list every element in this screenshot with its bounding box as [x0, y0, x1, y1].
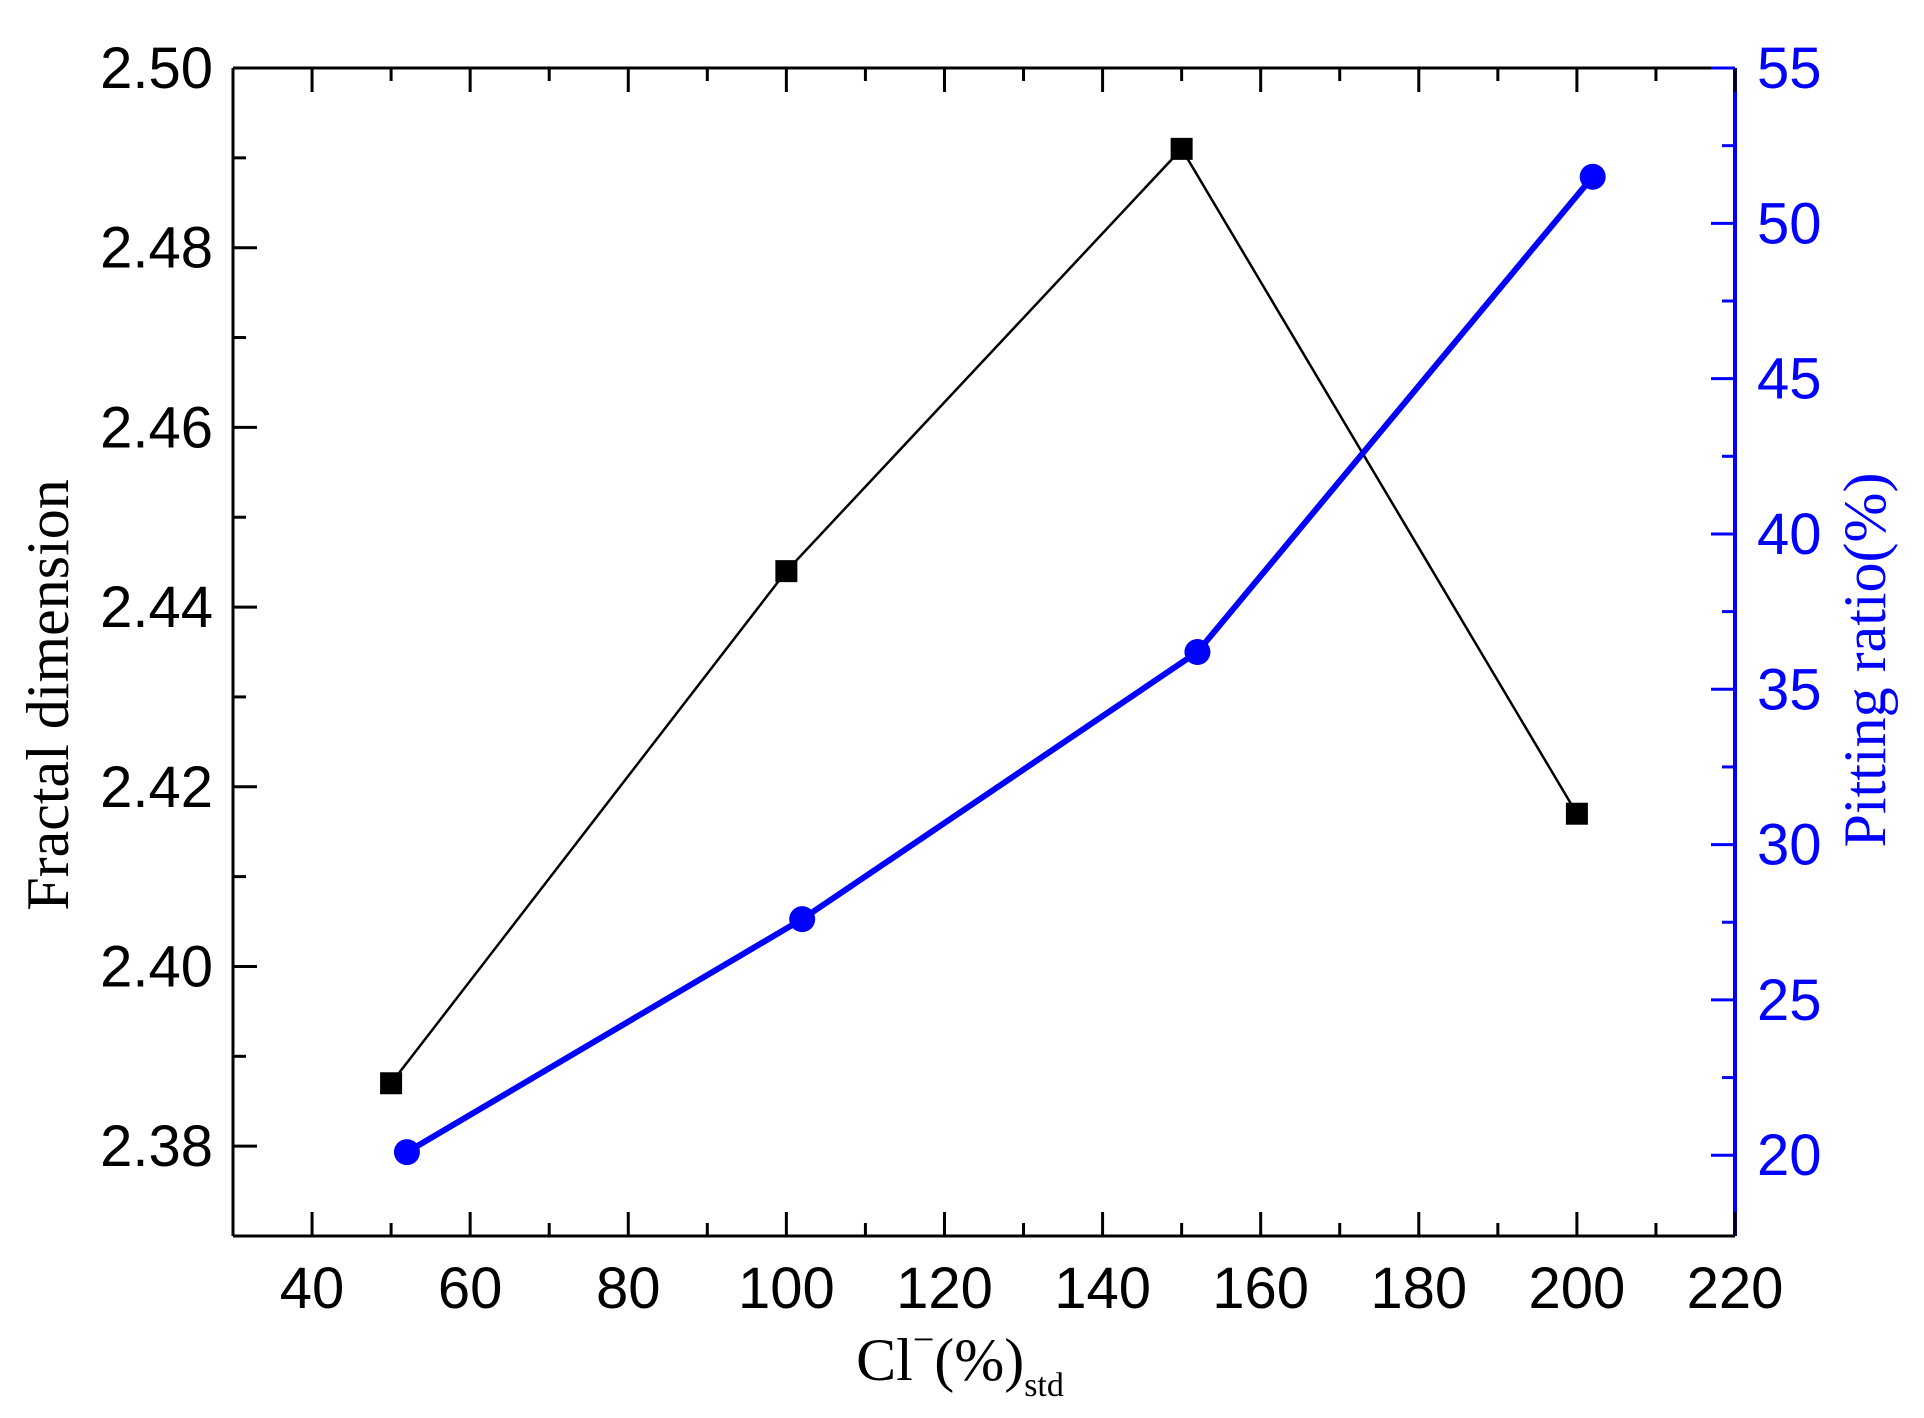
- y-axis-left: 2.38 2.40 2.42 2.44 2.46 2.48 2.50: [100, 36, 257, 1179]
- x-tick-label: 180: [1370, 1256, 1467, 1321]
- plot-area: [231, 66, 1737, 1238]
- series-point-square: [380, 1072, 403, 1095]
- y-right-tick-label: 20: [1757, 1123, 1822, 1188]
- y-left-tick-label: 2.40: [100, 934, 213, 999]
- y-left-tick-label: 2.38: [100, 1114, 213, 1179]
- series-point-circle: [1184, 639, 1211, 665]
- series-point-square: [775, 560, 798, 583]
- x-axis-title-rest: (%): [934, 1327, 1024, 1393]
- series-line-2: [405, 174, 1596, 1155]
- y-left-tick-label: 2.50: [100, 36, 213, 101]
- y-right-tick-label: 30: [1757, 813, 1822, 878]
- series-point-square: [1565, 802, 1588, 825]
- x-axis-title: Cl−(%)std: [856, 1319, 1064, 1404]
- y-right-tick-label: 35: [1757, 657, 1822, 722]
- x-tick-label: 40: [280, 1256, 345, 1321]
- y-left-tick-label: 2.46: [100, 395, 213, 460]
- x-axis-title-sup: −: [913, 1319, 934, 1361]
- y-right-tick-label: 45: [1757, 347, 1822, 412]
- series-layer: [380, 137, 1606, 1166]
- x-axis-title-sub: std: [1024, 1367, 1064, 1404]
- y-right-tick-label: 50: [1757, 191, 1822, 256]
- series-point-square: [1170, 137, 1193, 160]
- y-left-tick-label: 2.42: [100, 755, 213, 820]
- x-tick-label: 160: [1212, 1256, 1309, 1321]
- series-line-1: [390, 146, 1578, 1085]
- y-axis-left-title: Fractal dimension: [15, 479, 81, 911]
- x-tick-label: 60: [438, 1256, 503, 1321]
- y-axis-right-title: Pitting ratio(%): [1832, 473, 1898, 848]
- y-left-tick-label: 2.48: [100, 216, 213, 281]
- x-tick-label: 100: [738, 1256, 835, 1321]
- y-right-tick-label: 25: [1757, 968, 1822, 1033]
- series-point-circle: [1579, 163, 1606, 190]
- x-axis-title-main: Cl: [856, 1327, 913, 1393]
- x-tick-label: 220: [1687, 1256, 1784, 1321]
- x-axis: 40 60 80 100 120 140 160 180 200 220: [280, 68, 1784, 1321]
- x-tick-label: 120: [896, 1256, 993, 1321]
- series-point-circle: [393, 1139, 420, 1166]
- y-left-tick-label: 2.44: [100, 575, 213, 640]
- series-point-circle: [789, 906, 816, 933]
- x-tick-label: 200: [1529, 1256, 1626, 1321]
- y-right-tick-label: 40: [1757, 502, 1822, 567]
- x-tick-label: 140: [1054, 1256, 1151, 1321]
- y-axis-right: 20 25 30 35 40 45 50 55: [1711, 36, 1822, 1188]
- y-right-tick-label: 55: [1757, 36, 1822, 101]
- x-tick-label: 80: [596, 1256, 661, 1321]
